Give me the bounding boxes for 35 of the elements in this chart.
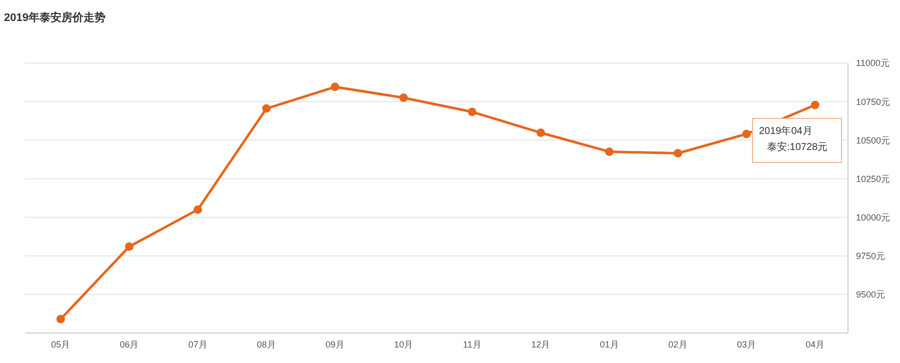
y-tick-label: 11000元 (856, 58, 890, 68)
tooltip-box: 2019年04月 泰安:10728元 (752, 118, 842, 163)
point (742, 130, 751, 138)
y-tick-label: 10750元 (856, 96, 890, 107)
x-tick-label: 08月 (256, 339, 276, 350)
x-tick-label: 09月 (325, 339, 345, 350)
point (605, 147, 614, 156)
point (194, 205, 202, 214)
x-tick-label: 11月 (462, 339, 482, 350)
x-tick-label: 03月 (736, 339, 756, 350)
y-tick-label: 10000元 (856, 212, 890, 222)
x-tick-label: 07月 (188, 339, 208, 350)
point (468, 108, 476, 116)
y-tick-label: 9500元 (856, 290, 886, 300)
annotation: 2019年04月 (758, 125, 814, 139)
point (124, 242, 134, 251)
point (674, 149, 682, 158)
point (399, 93, 408, 102)
y-tick-label: 10500元 (856, 135, 890, 146)
y-tick-label: 10250元 (856, 174, 890, 184)
x-tick-label: 10月 (394, 339, 414, 350)
point (330, 82, 340, 92)
x-tick-label: 12月 (531, 339, 550, 350)
point (810, 100, 820, 110)
x-tick-label: 05月 (51, 339, 70, 350)
y-tick-label: 9750元 (856, 251, 886, 262)
x-tick-label: 04月 (806, 339, 825, 350)
point (536, 128, 545, 137)
point (262, 104, 271, 113)
annotation: 泰安:10728元 (766, 140, 829, 155)
x-tick-label: 06月 (120, 339, 139, 350)
chart-title: 2019年泰安房价走势 (4, 10, 106, 25)
x-tick-label: 02月 (668, 339, 688, 350)
x-tick-label: 01月 (600, 339, 619, 350)
point (56, 314, 65, 324)
